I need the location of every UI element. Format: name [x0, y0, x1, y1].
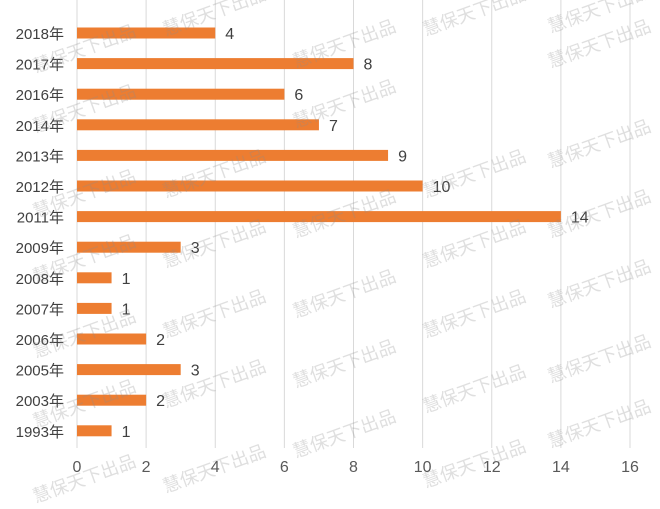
x-tick-label: 12 [483, 459, 501, 476]
data-label: 1 [122, 424, 131, 441]
bar [77, 272, 112, 284]
category-label: 1993年 [16, 424, 64, 441]
category-label: 2003年 [16, 393, 64, 410]
x-tick-label: 2 [142, 459, 151, 476]
data-label: 3 [191, 240, 200, 257]
bar [77, 333, 147, 345]
data-label: 9 [398, 148, 407, 165]
bar [77, 119, 319, 131]
category-label: 2018年 [16, 26, 64, 43]
x-tick-label: 0 [73, 459, 82, 476]
data-label: 3 [191, 363, 200, 380]
category-label: 2013年 [16, 148, 64, 165]
data-label: 8 [364, 57, 373, 74]
data-label: 1 [122, 271, 131, 288]
x-tick-label: 14 [552, 459, 570, 476]
bar [77, 364, 181, 376]
data-label: 14 [571, 210, 589, 227]
data-label: 2 [156, 393, 165, 410]
bar [77, 302, 112, 314]
x-tick-label: 4 [211, 459, 220, 476]
category-label: 2009年 [16, 240, 64, 257]
x-tick-label: 8 [349, 459, 358, 476]
x-tick-label: 10 [414, 459, 432, 476]
category-label: 2007年 [16, 301, 64, 318]
data-label: 7 [329, 118, 338, 135]
category-label: 2012年 [16, 179, 64, 196]
category-label: 2006年 [16, 332, 64, 349]
bar [77, 241, 181, 253]
x-tick-label: 16 [621, 459, 639, 476]
bar [77, 211, 561, 223]
category-label: 2016年 [16, 87, 64, 104]
data-label: 1 [122, 301, 131, 318]
bar [77, 88, 285, 100]
category-label: 2005年 [16, 363, 64, 380]
bar [77, 149, 389, 161]
bar [77, 58, 354, 70]
data-label: 4 [225, 26, 234, 43]
category-label: 2017年 [16, 57, 64, 74]
data-label: 10 [433, 179, 451, 196]
category-label: 2008年 [16, 271, 64, 288]
bar [77, 425, 112, 437]
category-label: 2011年 [17, 210, 64, 227]
category-label: 2014年 [16, 118, 64, 135]
bar [77, 27, 216, 39]
x-tick-label: 6 [280, 459, 289, 476]
bar [77, 394, 147, 406]
bar [77, 180, 423, 192]
data-label: 2 [156, 332, 165, 349]
data-label: 6 [294, 87, 303, 104]
